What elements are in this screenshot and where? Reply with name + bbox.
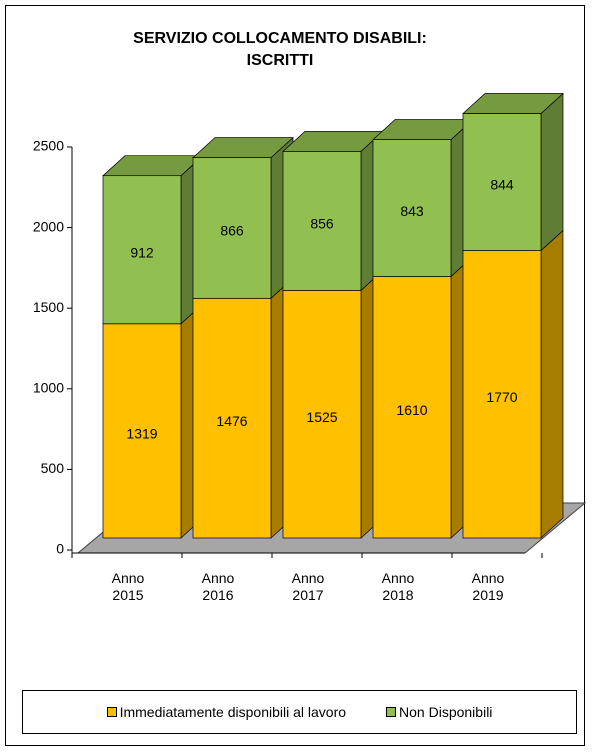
bar	[102, 175, 182, 325]
bar-segment	[372, 255, 474, 539]
legend-item: Non Disponibili	[386, 704, 492, 720]
value-label: 844	[490, 177, 514, 193]
bar-side	[540, 92, 564, 252]
y-tick-label: 1000	[33, 380, 64, 396]
bar-segment	[462, 92, 564, 252]
value-label: 856	[310, 216, 334, 232]
value-label: 843	[400, 203, 424, 219]
legend-item: Immediatamente disponibili al lavoro	[106, 704, 347, 720]
value-label: 1476	[216, 413, 247, 429]
value-label: 1319	[126, 426, 157, 442]
bar	[282, 289, 362, 539]
bar-side	[540, 229, 564, 539]
x-tick-label: Anno 2015	[111, 570, 145, 603]
bar	[192, 157, 272, 299]
bar	[372, 276, 452, 539]
legend-label: Immediatamente disponibili al lavoro	[119, 704, 347, 720]
bar-segment	[102, 154, 204, 325]
y-tick-label: 0	[56, 541, 64, 557]
bar-segment	[462, 229, 564, 539]
x-tick-label: Anno 2017	[291, 570, 325, 603]
y-tick-label: 500	[41, 460, 65, 476]
value-label: 912	[130, 244, 154, 260]
chart-frame	[5, 5, 585, 746]
bar	[462, 250, 542, 539]
y-tick-label: 1500	[33, 299, 64, 315]
legend-swatch	[106, 707, 117, 717]
bar	[372, 139, 452, 277]
bar	[102, 323, 182, 539]
bar	[282, 150, 362, 291]
legend-swatch	[386, 707, 397, 717]
bar-segment	[282, 269, 384, 539]
x-tick-label: Anno 2016	[201, 570, 235, 603]
chart-title: SERVIZIO COLLOCAMENTO DISABILI: ISCRITTI	[133, 30, 427, 69]
bar-top	[192, 137, 294, 159]
value-label: 866	[220, 223, 244, 239]
bar-top	[462, 93, 564, 114]
x-tick-label: Anno 2019	[471, 570, 505, 603]
bar-segment	[372, 118, 474, 278]
bar-segment	[102, 303, 204, 539]
bar-segment	[192, 136, 294, 300]
y-tick-label: 2500	[33, 138, 64, 154]
y-tick-label: 2000	[33, 218, 64, 234]
bar	[192, 297, 272, 539]
x-tick-label: Anno 2018	[381, 570, 415, 603]
bar	[462, 113, 542, 251]
bar-segment	[282, 130, 384, 292]
bar-segment	[192, 277, 294, 539]
legend-label: Non Disponibili	[399, 704, 493, 720]
value-label: 1610	[396, 402, 427, 418]
legend: Immediatamente disponibili al lavoro Non …	[22, 690, 577, 734]
value-label: 1770	[486, 389, 517, 405]
value-label: 1525	[306, 409, 337, 425]
